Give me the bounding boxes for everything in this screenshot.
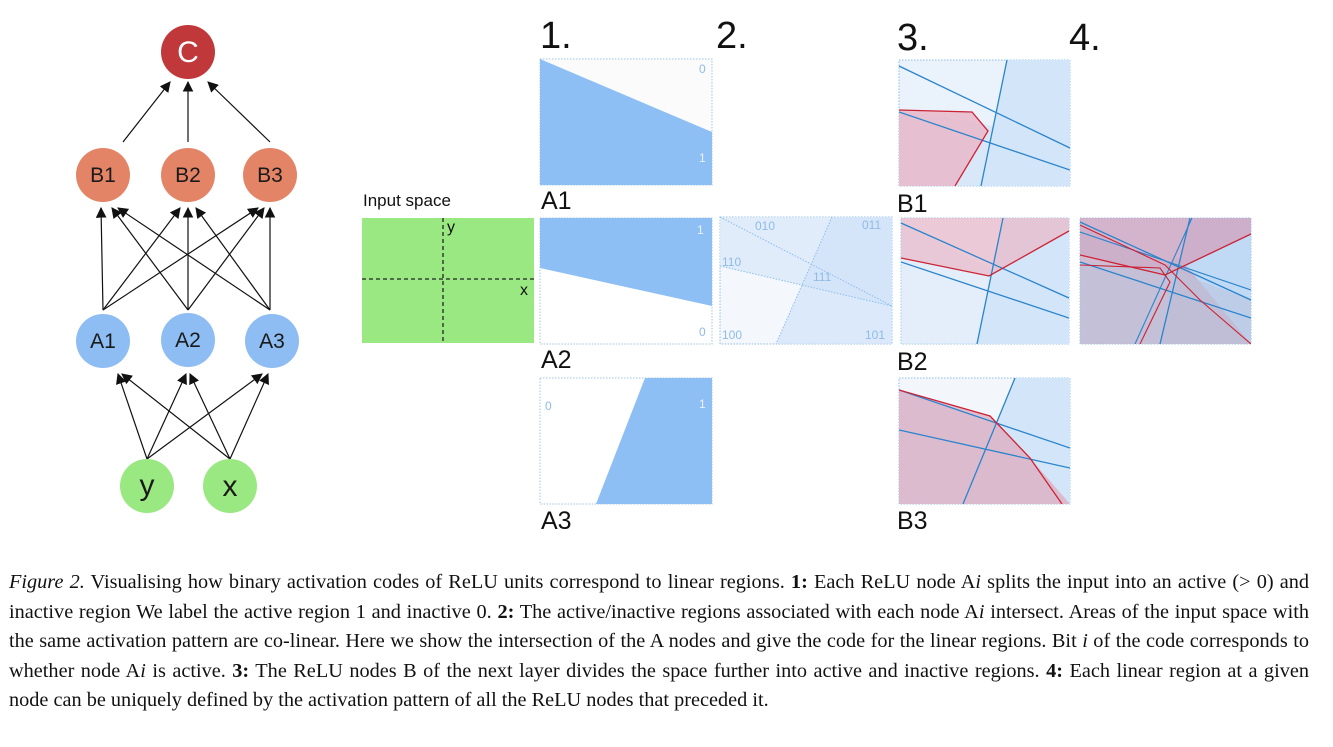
svg-text:A3: A3 — [259, 330, 285, 353]
output-node-c: C — [161, 25, 215, 79]
svg-text:C: C — [177, 36, 199, 69]
b2-label: B2 — [897, 348, 928, 376]
b1-label: B1 — [897, 190, 928, 218]
a3-active-code: 1 — [699, 397, 706, 411]
node-b2: B2 — [161, 148, 215, 202]
step-3-label: 3. — [897, 17, 929, 59]
node-a3: A3 — [245, 314, 299, 368]
svg-text:y: y — [140, 469, 155, 502]
node-b3: B3 — [243, 148, 297, 202]
panel-b2: B2 — [897, 217, 1070, 376]
step-1-label: 1. — [540, 15, 572, 57]
node-a2: A2 — [161, 313, 215, 367]
node-a1: A1 — [76, 314, 130, 368]
activation-regions-figure: C B1 B2 B3 A1 A2 A3 y x 1. 2. 3. 4. Inpu… — [76, 15, 1252, 535]
step-4-label: 4. — [1069, 17, 1101, 59]
code-011: 011 — [862, 218, 881, 232]
a2-inactive-code: 0 — [699, 325, 706, 339]
svg-text:B2: B2 — [175, 164, 201, 187]
a1-inactive-code: 0 — [699, 62, 706, 76]
a1-label: A1 — [541, 187, 572, 215]
svg-text:x: x — [223, 470, 238, 503]
b3-label: B3 — [897, 507, 928, 535]
code-110: 110 — [722, 255, 741, 269]
layer-b-nodes: B1 B2 B3 — [76, 148, 297, 202]
code-101: 101 — [865, 328, 885, 342]
svg-text:B3: B3 — [257, 164, 283, 187]
code-111: 111 — [813, 270, 832, 284]
svg-text:B1: B1 — [90, 164, 116, 187]
panel-a2: 1 0 A2 — [539, 217, 713, 374]
a1-active-code: 1 — [699, 151, 706, 165]
x-axis-label: x — [520, 282, 528, 299]
panel-intersection: 010 011 110 111 100 101 — [719, 216, 893, 345]
a2-active-code: 1 — [697, 223, 704, 237]
svg-text:A1: A1 — [90, 330, 116, 353]
node-y: y — [120, 459, 174, 513]
code-010: 010 — [755, 219, 775, 233]
svg-text:A2: A2 — [175, 329, 201, 352]
figure-caption: Figure 2. Visualising how binary activat… — [9, 571, 1310, 711]
code-100: 100 — [722, 328, 742, 342]
node-x: x — [203, 459, 257, 513]
network-edges — [95, 80, 276, 460]
panel-b1: B1 — [897, 59, 1071, 218]
input-nodes: y x — [120, 459, 257, 513]
a2-label: A2 — [541, 346, 572, 374]
panel-b3: B3 — [897, 377, 1071, 535]
input-space-panel: Input space y x — [362, 191, 534, 343]
panel-combined — [1079, 217, 1252, 345]
a3-label: A3 — [541, 507, 572, 535]
a3-inactive-code: 0 — [545, 399, 552, 413]
panel-a1: 0 1 A1 — [539, 58, 713, 215]
y-axis-label: y — [447, 219, 455, 236]
caption-figure-label: Figure 2. — [9, 571, 85, 593]
node-b1: B1 — [76, 148, 130, 202]
panel-a3: 0 1 A3 — [539, 377, 713, 535]
step-labels: 1. 2. 3. 4. — [540, 15, 1101, 59]
input-space-title: Input space — [363, 191, 451, 210]
layer-a-nodes: A1 A2 A3 — [76, 313, 299, 368]
step-2-label: 2. — [716, 15, 748, 57]
